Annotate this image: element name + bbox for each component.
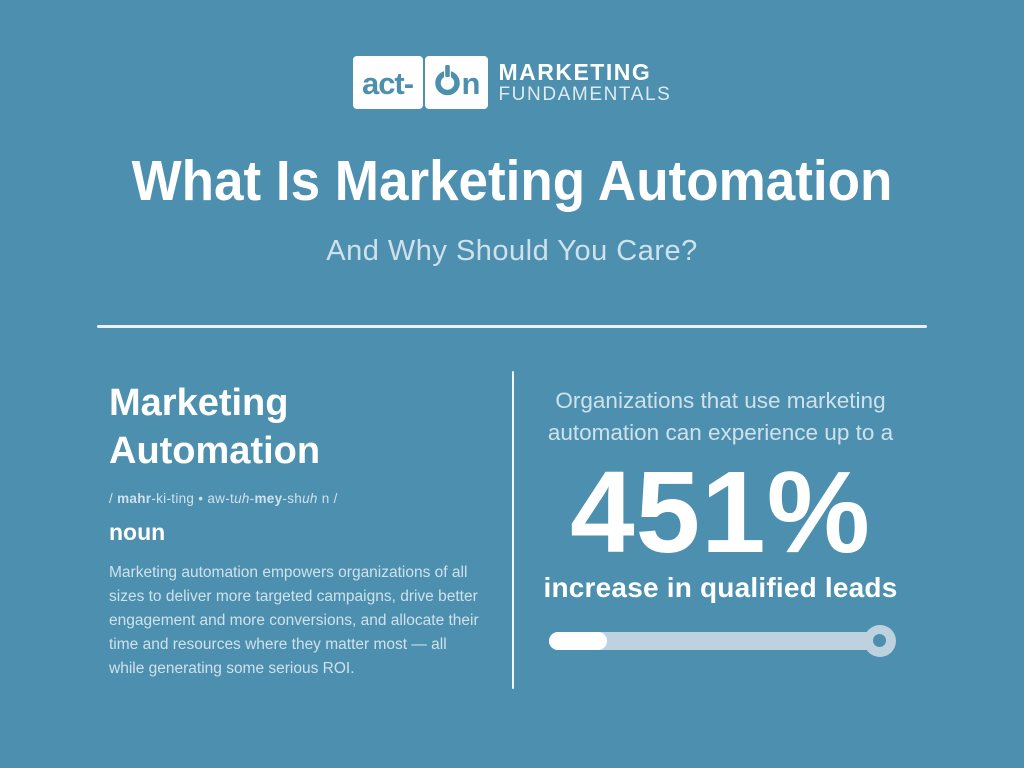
pron-seg: - [249,490,255,506]
content-columns: Marketing Automation / mahr-ki-ting • aw… [97,370,927,689]
acton-logo: act- n [352,56,489,109]
pron-seg: -ki-ting • aw-t [151,490,235,506]
power-icon [434,64,461,101]
stat-intro-text: Organizations that use marketing automat… [547,387,894,446]
stat-panel: Organizations that use marketing automat… [514,371,927,689]
part-of-speech-label: noun [109,518,166,545]
slider-fill [548,631,607,650]
definition-panel: Marketing Automation / mahr-ki-ting • aw… [97,371,512,689]
page-title: What Is Marketing Automation [131,149,893,213]
pron-seg: / [109,490,118,506]
stat-value: 451% [570,446,871,577]
logo-text-n: n [461,66,481,101]
pron-seg-italic: uh [234,490,250,506]
pron-seg: -sh [282,490,303,506]
brand-wordmark: MARKETING FUNDAMENTALS [498,56,671,106]
header: act- n MARKETING FUNDAMENTALS [0,0,1024,109]
term-line-1: Marketing [109,381,289,424]
pron-seg: n / [317,490,338,506]
progress-slider-track[interactable] [548,624,896,657]
page-subtitle: And Why Should You Care? [326,234,698,267]
vertical-divider [512,370,514,689]
brand-marketing-label: MARKETING [498,59,652,85]
term-line-2: Automation [109,430,321,473]
slider-handle-hole [873,634,886,648]
brand-fundamentals-label: FUNDAMENTALS [498,84,672,106]
pron-seg-italic: uh [302,490,318,506]
slider-handle[interactable] [863,624,896,657]
definition-term: Marketing Automation [109,379,482,476]
pron-seg-bold: mahr [117,490,152,506]
stat-caption: increase in qualified leads [543,571,898,603]
horizontal-divider [97,324,927,328]
pron-seg-bold: mey [254,490,283,506]
logo-text-act: act- [361,66,414,101]
logo-box-left: act- [352,56,423,109]
pronunciation: / mahr-ki-ting • aw-tuh-mey-shuh n / [109,491,482,506]
logo-box-right: n [424,56,489,109]
definition-body-text: Marketing automation empowers organizati… [109,563,479,678]
